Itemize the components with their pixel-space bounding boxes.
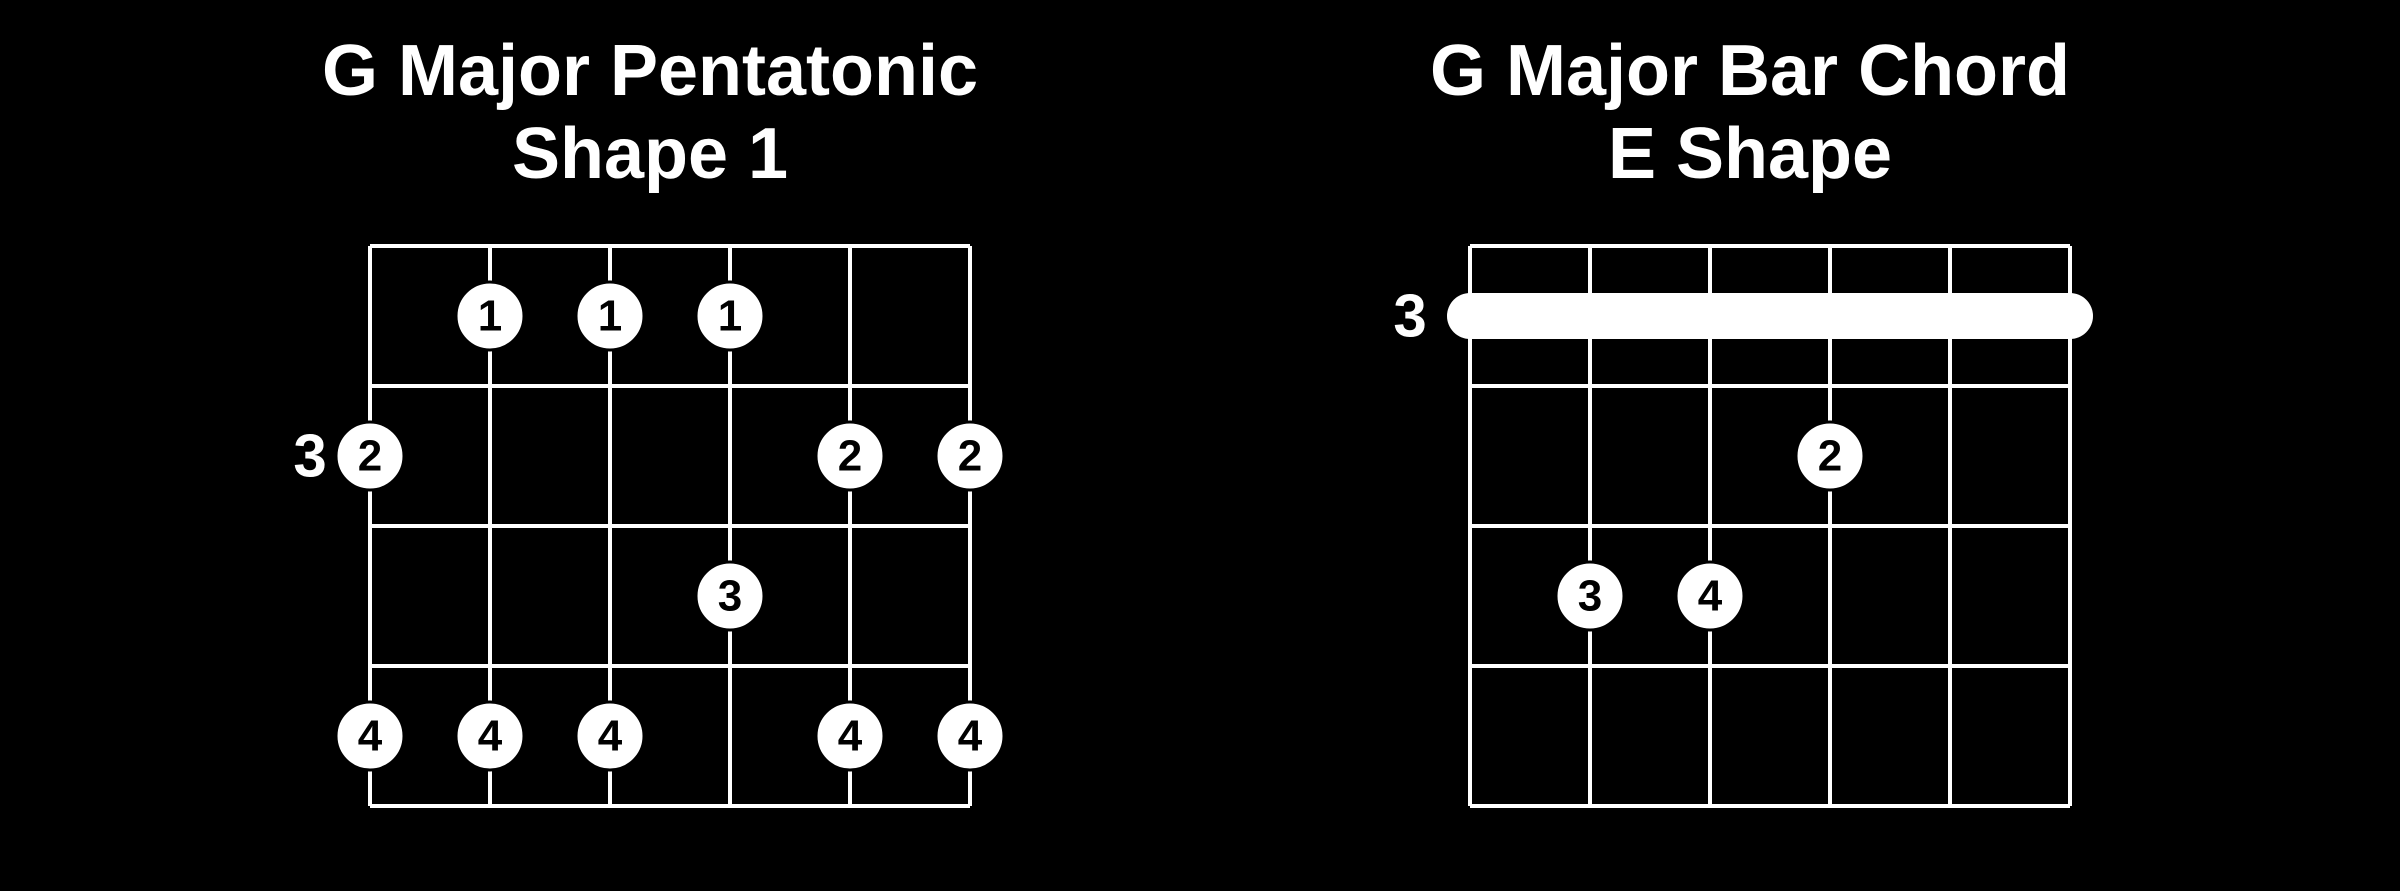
fret-area: 3 2 3 4 bbox=[1350, 226, 2150, 866]
finger-dot: 3 bbox=[1556, 562, 1624, 630]
fret-area: 3111222344444 bbox=[250, 226, 1050, 866]
finger-label: 2 bbox=[1818, 431, 1842, 480]
finger-label: 2 bbox=[358, 431, 382, 480]
finger-label: 4 bbox=[958, 711, 983, 760]
finger-label: 1 bbox=[598, 291, 622, 340]
finger-dot: 4 bbox=[456, 702, 524, 770]
finger-label: 2 bbox=[838, 431, 862, 480]
finger-dot: 2 bbox=[936, 422, 1004, 490]
finger-dot: 4 bbox=[576, 702, 644, 770]
finger-dot: 4 bbox=[816, 702, 884, 770]
barre bbox=[1447, 293, 2093, 339]
fretboard-grid: 3111222344444 bbox=[250, 226, 1050, 866]
finger-dot: 1 bbox=[696, 282, 764, 350]
finger-dot: 2 bbox=[816, 422, 884, 490]
diagram-title: G Major Pentatonic Shape 1 bbox=[322, 30, 978, 196]
start-fret-label: 3 bbox=[293, 422, 326, 489]
finger-dot: 4 bbox=[936, 702, 1004, 770]
finger-label: 1 bbox=[478, 291, 502, 340]
finger-label: 4 bbox=[358, 711, 383, 760]
diagram-barchord: G Major Bar Chord E Shape 3 2 3 4 bbox=[1350, 30, 2150, 866]
fretboard-grid: 3 2 3 4 bbox=[1350, 226, 2150, 866]
diagram-pentatonic: G Major Pentatonic Shape 13111222344444 bbox=[250, 30, 1050, 866]
finger-label: 4 bbox=[1698, 571, 1723, 620]
diagram-title: G Major Bar Chord E Shape bbox=[1430, 30, 2070, 196]
finger-label: 4 bbox=[478, 711, 503, 760]
finger-dot: 2 bbox=[336, 422, 404, 490]
finger-label: 3 bbox=[1578, 571, 1602, 620]
finger-dot: 1 bbox=[576, 282, 644, 350]
finger-dot: 2 bbox=[1796, 422, 1864, 490]
finger-label: 1 bbox=[718, 291, 742, 340]
finger-dot: 4 bbox=[1676, 562, 1744, 630]
finger-dot: 1 bbox=[456, 282, 524, 350]
finger-label: 3 bbox=[718, 571, 742, 620]
finger-dot: 4 bbox=[336, 702, 404, 770]
finger-label: 4 bbox=[838, 711, 863, 760]
finger-label: 4 bbox=[598, 711, 623, 760]
start-fret-label: 3 bbox=[1393, 282, 1426, 349]
finger-dot: 3 bbox=[696, 562, 764, 630]
finger-label: 2 bbox=[958, 431, 982, 480]
